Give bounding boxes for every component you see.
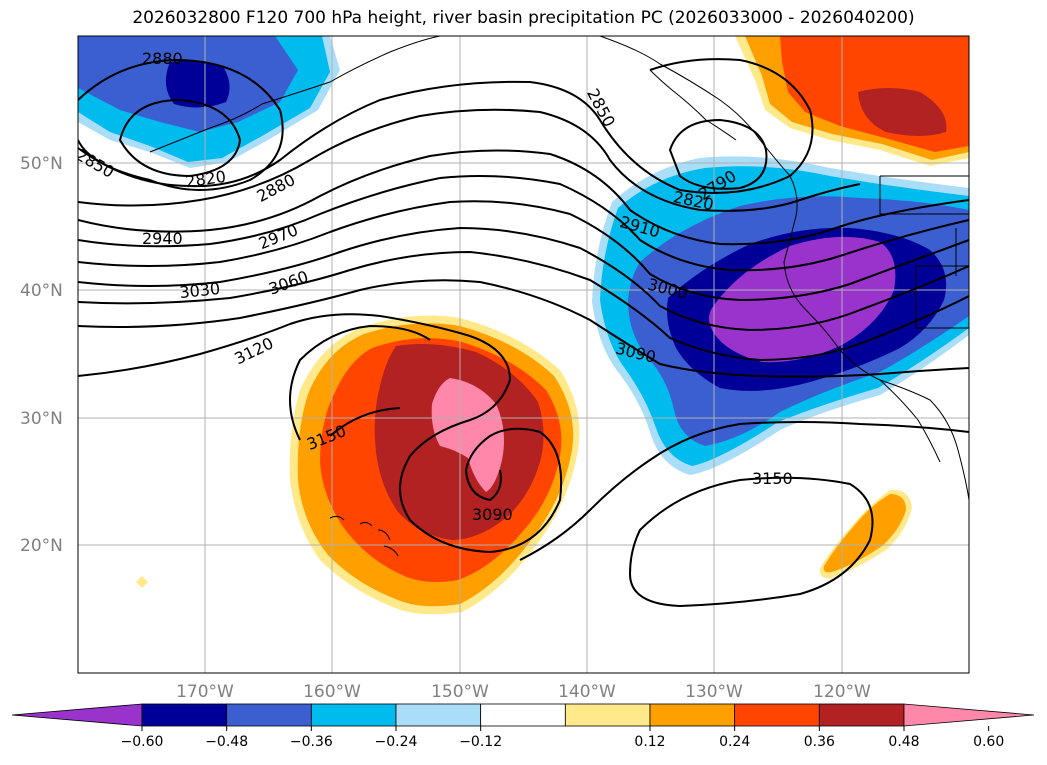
lon-label-120w: 120°W xyxy=(813,682,871,702)
map-frame xyxy=(77,35,970,674)
lat-label-30n: 30°N xyxy=(20,409,63,429)
colorbar-tick-label: 0.24 xyxy=(719,734,750,750)
contour-label: 2880 xyxy=(142,49,183,68)
contour-label: 3150 xyxy=(752,469,793,488)
lon-label-150w: 150°W xyxy=(431,682,489,702)
colorbar-segment xyxy=(141,703,228,727)
colorbar-segment xyxy=(818,703,905,727)
lat-label-20n: 20°N xyxy=(20,536,63,556)
colorbar-tick-label: −0.48 xyxy=(205,734,248,750)
colorbar-tick-label: 0.36 xyxy=(804,734,835,750)
negative-anomaly-northwest xyxy=(78,36,340,168)
colorbar-segment xyxy=(903,703,1035,727)
small-positive-spot xyxy=(136,576,148,588)
colorbar-tick-label: −0.12 xyxy=(459,734,502,750)
colorbar-tick-label: 0.12 xyxy=(634,734,665,750)
colorbar-segment xyxy=(564,703,651,727)
lon-label-160w: 160°W xyxy=(303,682,361,702)
positive-anomaly-northeast xyxy=(735,36,969,166)
colorbar-segment xyxy=(649,703,736,727)
coastlines xyxy=(149,36,969,557)
colorbar-tick-label: −0.36 xyxy=(290,734,333,750)
positive-anomaly-baja xyxy=(819,489,912,579)
colorbar-segment xyxy=(11,703,143,727)
contour-label: 3030 xyxy=(179,279,221,302)
colorbar-tick-label: −0.60 xyxy=(121,734,164,750)
colorbar-tick-label: −0.24 xyxy=(375,734,418,750)
lon-label-130w: 130°W xyxy=(685,682,743,702)
lat-label-40n: 40°N xyxy=(20,281,63,301)
colorbar-tick-label: 0.48 xyxy=(888,734,919,750)
colorbar-segment xyxy=(226,703,312,727)
colorbar-segment xyxy=(310,703,397,727)
contour-label: 2940 xyxy=(142,229,183,248)
map-title: 2026032800 F120 700 hPa height, river ba… xyxy=(132,8,915,28)
colorbar-segment xyxy=(395,703,482,727)
contour-label: 3090 xyxy=(472,505,513,524)
negative-anomaly-california xyxy=(592,156,969,475)
longitude-labels: 170°W 160°W 150°W 140°W 130°W 120°W xyxy=(176,682,871,702)
map-area: 2880 2850 2820 2880 2940 2970 3030 3060 … xyxy=(78,36,969,673)
colorbar-tick-label: 0.60 xyxy=(973,734,1004,750)
height-contours xyxy=(78,58,969,608)
latitude-labels: 50°N 40°N 30°N 20°N xyxy=(20,154,63,556)
colorbar-segment xyxy=(480,703,566,727)
colorbar-segment xyxy=(734,703,820,727)
colorbar: −0.60 −0.48 −0.36 −0.24 −0.12 0.12 0.24 0.36 0.4… xyxy=(11,703,1035,750)
lon-label-140w: 140°W xyxy=(558,682,616,702)
lon-label-170w: 170°W xyxy=(176,682,234,702)
lat-label-50n: 50°N xyxy=(20,154,63,174)
